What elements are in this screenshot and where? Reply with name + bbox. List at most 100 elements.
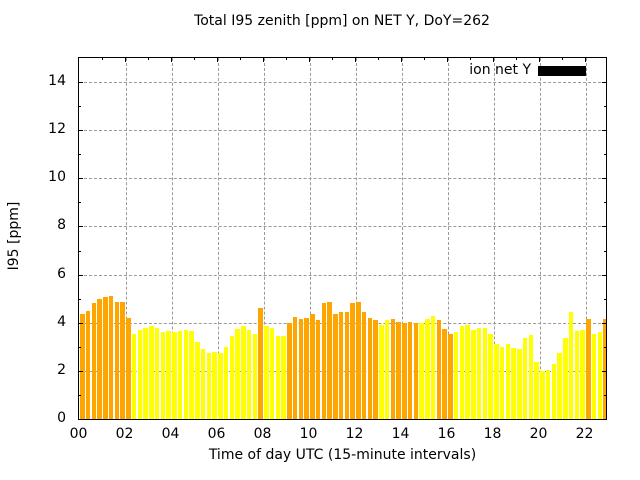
bar-11:30 — [344, 311, 350, 419]
bar-20:45 — [557, 352, 562, 419]
bar-12:15 — [361, 311, 367, 419]
bar-08:45 — [281, 335, 286, 419]
bar-21:00 — [563, 338, 568, 419]
bar-06:45 — [235, 328, 240, 419]
bar-02:45 — [143, 327, 148, 419]
x-tick-mark — [585, 58, 586, 62]
y-tick-mark — [604, 346, 606, 348]
bar-18:00 — [494, 344, 499, 419]
bar-01:15 — [108, 296, 114, 419]
bar-09:15 — [292, 316, 298, 419]
vertical-gridline — [493, 58, 495, 419]
vertical-gridline — [309, 58, 311, 419]
x-tick-label: 08 — [253, 426, 272, 442]
bar-22:15 — [591, 333, 597, 419]
bar-14:00 — [402, 322, 407, 419]
horizontal-gridline — [79, 274, 606, 276]
bar-18:30 — [505, 344, 511, 419]
bar-22:30 — [597, 332, 603, 419]
y-tick-mark — [604, 106, 606, 108]
bar-01:45 — [120, 302, 125, 419]
x-tick-label: 02 — [115, 426, 134, 442]
x-tick-mark — [217, 58, 218, 62]
bar-02:30 — [137, 329, 143, 419]
x-tick-mark — [102, 58, 103, 60]
horizontal-gridline — [79, 226, 606, 228]
x-tick-mark — [516, 58, 517, 60]
bar-18:15 — [499, 346, 505, 419]
y-tick-label: 0 — [57, 410, 66, 426]
x-tick-mark — [286, 58, 287, 60]
bar-14:15 — [407, 321, 413, 419]
bar-07:00 — [241, 326, 246, 419]
bar-17:00 — [471, 329, 476, 419]
y-tick-mark — [79, 274, 83, 276]
bar-06:15 — [223, 346, 229, 419]
y-tick-label: 12 — [48, 121, 66, 138]
bar-03:30 — [160, 332, 166, 419]
x-tick-mark — [332, 58, 333, 60]
bar-04:15 — [177, 331, 183, 419]
bar-10:15 — [315, 320, 321, 419]
bar-01:00 — [103, 297, 108, 419]
y-tick-mark — [79, 370, 83, 372]
bar-10:00 — [310, 314, 315, 419]
vertical-gridline — [355, 58, 357, 419]
bar-13:45 — [396, 321, 401, 419]
bar-10:45 — [327, 302, 332, 419]
horizontal-gridline — [79, 130, 606, 132]
bar-19:00 — [517, 349, 522, 419]
x-tick-label: 00 — [69, 426, 88, 442]
x-tick-mark — [493, 58, 494, 62]
y-tick-label: 8 — [57, 217, 66, 234]
vertical-gridline — [125, 58, 127, 419]
y-tick-mark — [79, 202, 81, 204]
plot-area: ion net Y — [78, 57, 607, 420]
bar-22:45 — [603, 319, 606, 419]
y-tick-mark — [604, 298, 606, 300]
bar-07:15 — [246, 329, 252, 419]
legend-label: ion net Y — [469, 62, 531, 78]
bar-17:15 — [476, 327, 482, 419]
bar-03:15 — [154, 327, 160, 419]
y-tick-mark — [79, 154, 81, 156]
bar-03:45 — [166, 331, 171, 419]
x-tick-label: 20 — [529, 426, 548, 442]
bar-13:15 — [384, 320, 390, 419]
bar-17:45 — [488, 333, 493, 419]
bar-05:30 — [206, 352, 212, 419]
bar-16:30 — [459, 326, 465, 419]
y-tick-mark — [602, 82, 606, 84]
chart-title: Total I95 zenith [ppm] on NET Y, DoY=262 — [194, 13, 490, 29]
y-tick-label: 10 — [48, 169, 66, 186]
bar-05:45 — [212, 351, 217, 419]
y-tick-mark — [602, 178, 606, 180]
y-tick-mark — [604, 250, 606, 252]
bar-07:30 — [252, 333, 258, 419]
vertical-gridline — [171, 58, 173, 419]
y-tick-mark — [79, 226, 83, 228]
x-tick-mark — [355, 58, 356, 62]
y-tick-mark — [79, 82, 83, 84]
bar-02:00 — [126, 317, 131, 419]
bar-18:45 — [511, 348, 516, 419]
bar-08:15 — [269, 327, 275, 419]
y-tick-mark — [79, 394, 81, 396]
y-tick-mark — [604, 394, 606, 396]
bar-14:30 — [413, 322, 419, 419]
x-tick-mark — [447, 58, 448, 62]
x-tick-label: 10 — [299, 426, 318, 442]
x-tick-mark — [309, 58, 310, 62]
bar-00:15 — [85, 310, 91, 419]
bar-15:30 — [436, 320, 442, 419]
bar-21:15 — [568, 311, 574, 419]
bar-19:15 — [522, 338, 528, 419]
y-tick-label: 4 — [57, 313, 66, 330]
bar-22:00 — [586, 319, 591, 419]
x-tick-mark — [240, 58, 241, 60]
y-tick-mark — [79, 298, 81, 300]
bar-17:30 — [482, 327, 488, 419]
bar-04:00 — [172, 332, 177, 419]
x-tick-mark — [401, 58, 402, 62]
